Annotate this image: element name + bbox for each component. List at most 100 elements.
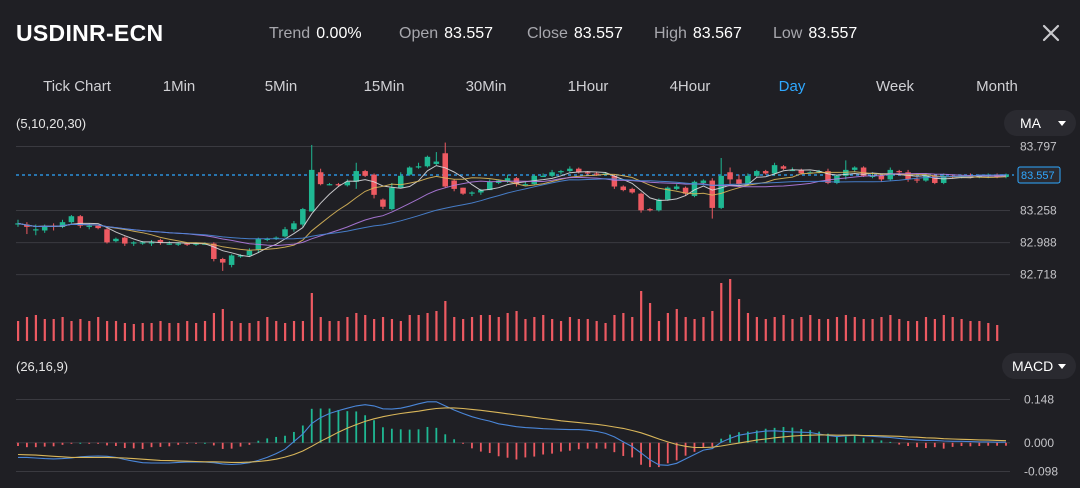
macd-histogram-bar bbox=[1005, 442, 1007, 446]
candle-body bbox=[611, 175, 618, 187]
macd-histogram-bar bbox=[675, 442, 678, 461]
volume-bar bbox=[123, 323, 127, 341]
tab-15min[interactable]: 15Min bbox=[363, 78, 405, 95]
macd-histogram-bar bbox=[702, 442, 705, 448]
volume-bar bbox=[693, 319, 696, 341]
candle-body bbox=[932, 175, 938, 183]
candle-body bbox=[113, 238, 119, 242]
price-tick-label: 82.718 bbox=[1020, 268, 1057, 282]
macd-histogram-bar bbox=[150, 442, 153, 448]
macd-histogram-bar bbox=[284, 435, 286, 443]
candle-body bbox=[326, 184, 333, 186]
candle-body bbox=[424, 156, 431, 167]
volume-bar bbox=[657, 321, 661, 341]
macd-histogram-bar bbox=[97, 442, 100, 444]
macd-histogram-bar bbox=[871, 439, 874, 443]
macd-histogram-bar bbox=[631, 442, 634, 458]
macd-histogram-bar bbox=[853, 435, 856, 443]
volume-bar bbox=[497, 317, 500, 341]
macd-histogram-bar bbox=[310, 408, 313, 443]
candle-body bbox=[442, 153, 449, 187]
tab-1min[interactable]: 1Min bbox=[162, 78, 196, 95]
candle-body bbox=[629, 188, 635, 193]
tab-tick-chart[interactable]: Tick Chart bbox=[43, 78, 111, 95]
volume-bar bbox=[764, 319, 767, 341]
tab-4hour[interactable]: 4Hour bbox=[669, 78, 711, 95]
macd-tick-label: -0.098 bbox=[1024, 464, 1058, 478]
candle-body bbox=[887, 169, 894, 180]
volume-bar bbox=[470, 317, 474, 341]
symbol-title: USDINR-ECN bbox=[16, 20, 164, 46]
macd-histogram-bar bbox=[551, 442, 553, 454]
macd-histogram-bar bbox=[773, 427, 776, 443]
candle-body bbox=[771, 165, 778, 174]
volume-bar bbox=[435, 311, 438, 341]
tab-day[interactable]: Day bbox=[778, 78, 806, 95]
volume-bar bbox=[533, 317, 536, 341]
candle-body bbox=[166, 243, 173, 245]
volume-bar bbox=[809, 315, 812, 341]
macd-histogram-bar bbox=[844, 436, 847, 443]
ma10-line bbox=[17, 171, 1007, 251]
macd-histogram-bar bbox=[26, 442, 28, 448]
volume-bar bbox=[853, 317, 856, 341]
close-icon[interactable] bbox=[1040, 22, 1062, 44]
macd-histogram-bar bbox=[827, 433, 829, 443]
volume-bar bbox=[818, 319, 821, 341]
volume-bar bbox=[141, 323, 144, 341]
candle-body bbox=[148, 242, 155, 244]
candle-body bbox=[878, 175, 885, 180]
stat-open: Open 83.557 bbox=[399, 25, 494, 42]
candle-body bbox=[469, 192, 475, 194]
volume-bar bbox=[17, 321, 20, 341]
macd-histogram-bar bbox=[978, 442, 981, 447]
volume-bar bbox=[132, 324, 135, 341]
macd-lines bbox=[17, 401, 1007, 466]
volume-bar bbox=[720, 283, 723, 341]
volume-bar bbox=[399, 321, 402, 341]
candle-body bbox=[673, 186, 680, 189]
macd-params-label: (26,16,9) bbox=[16, 359, 69, 374]
volume-bar bbox=[711, 311, 714, 341]
volume-bar bbox=[577, 319, 580, 341]
volume-bar bbox=[568, 317, 572, 341]
volume-bar bbox=[604, 323, 607, 341]
tab-1hour[interactable]: 1Hour bbox=[567, 78, 609, 95]
macd-histogram-bar bbox=[230, 442, 233, 449]
volume-bar bbox=[381, 317, 385, 341]
volume-bar bbox=[79, 319, 82, 341]
volume-bar bbox=[907, 321, 910, 341]
ma-params-label: (5,10,20,30) bbox=[16, 116, 87, 131]
ma-indicator-dropdown[interactable]: MA bbox=[1004, 110, 1076, 136]
macd-histogram-bar bbox=[79, 442, 82, 444]
tab-30min[interactable]: 30Min bbox=[465, 78, 507, 95]
macd-histogram-bar bbox=[43, 442, 46, 447]
volume-bar bbox=[515, 311, 518, 341]
candle-body bbox=[780, 166, 787, 169]
candle-body bbox=[211, 243, 217, 259]
candle-body bbox=[380, 199, 386, 207]
volume-bar bbox=[284, 323, 287, 341]
tab-month[interactable]: Month bbox=[976, 78, 1018, 95]
candle-body bbox=[575, 168, 582, 173]
macd-histogram-bar bbox=[266, 438, 269, 443]
candle-body bbox=[193, 243, 199, 245]
candle-body bbox=[104, 229, 110, 243]
volume-bar bbox=[159, 321, 162, 341]
tab-5min[interactable]: 5Min bbox=[264, 78, 298, 95]
volume-bar bbox=[595, 321, 598, 341]
macd-histogram-bar bbox=[382, 427, 384, 443]
macd-indicator-dropdown[interactable]: MACD bbox=[1002, 353, 1076, 379]
volume-bar bbox=[453, 317, 456, 341]
tab-week[interactable]: Week bbox=[875, 78, 915, 95]
macd-histogram-bar bbox=[560, 442, 562, 452]
stat-trend: Trend 0.00% bbox=[269, 25, 362, 42]
macd-histogram-bar bbox=[506, 442, 509, 458]
candle-body bbox=[308, 169, 315, 212]
candle-body bbox=[300, 209, 306, 225]
macd-tick-label: 0.148 bbox=[1024, 392, 1054, 406]
macd-histogram-bar bbox=[319, 408, 322, 443]
volume-bar bbox=[34, 315, 38, 341]
volume-bar bbox=[310, 293, 313, 341]
